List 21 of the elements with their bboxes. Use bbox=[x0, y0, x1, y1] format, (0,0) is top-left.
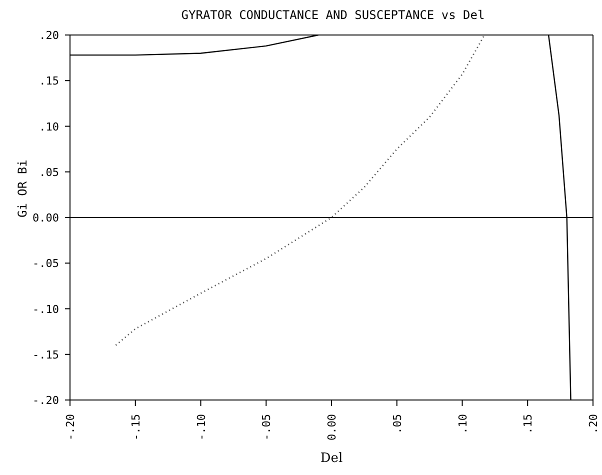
x-tick-label: -.10 bbox=[194, 414, 208, 440]
x-tick-label: .05 bbox=[390, 414, 404, 434]
x-tick-label: .15 bbox=[522, 414, 535, 434]
x-tick-label: -.05 bbox=[260, 414, 274, 440]
y-tick-label: -.15 bbox=[32, 348, 59, 362]
x-tick-label: .20 bbox=[587, 414, 600, 434]
y-tick-label: -.05 bbox=[32, 257, 59, 270]
chart-title: GYRATOR CONDUCTANCE AND SUSCEPTANCE vs Del bbox=[180, 8, 486, 22]
x-tick-label: -.15 bbox=[129, 414, 142, 440]
y-tick-label: .15 bbox=[39, 74, 59, 88]
y-tick-label: .20 bbox=[39, 29, 59, 42]
x-tick-label: 0.00 bbox=[326, 414, 338, 440]
x-axis-title: Del bbox=[320, 451, 343, 466]
y-tick-label: .10 bbox=[39, 120, 59, 134]
y-tick-label: .05 bbox=[39, 166, 59, 179]
y-tick-label: 0.00 bbox=[32, 212, 59, 224]
x-tick-label: -.20 bbox=[64, 414, 77, 440]
y-tick-label: -.20 bbox=[32, 394, 59, 407]
x-tick-label: .10 bbox=[456, 414, 470, 434]
y-axis-title: Gi OR Bi bbox=[15, 160, 30, 218]
y-tick-label: -.10 bbox=[32, 302, 59, 316]
